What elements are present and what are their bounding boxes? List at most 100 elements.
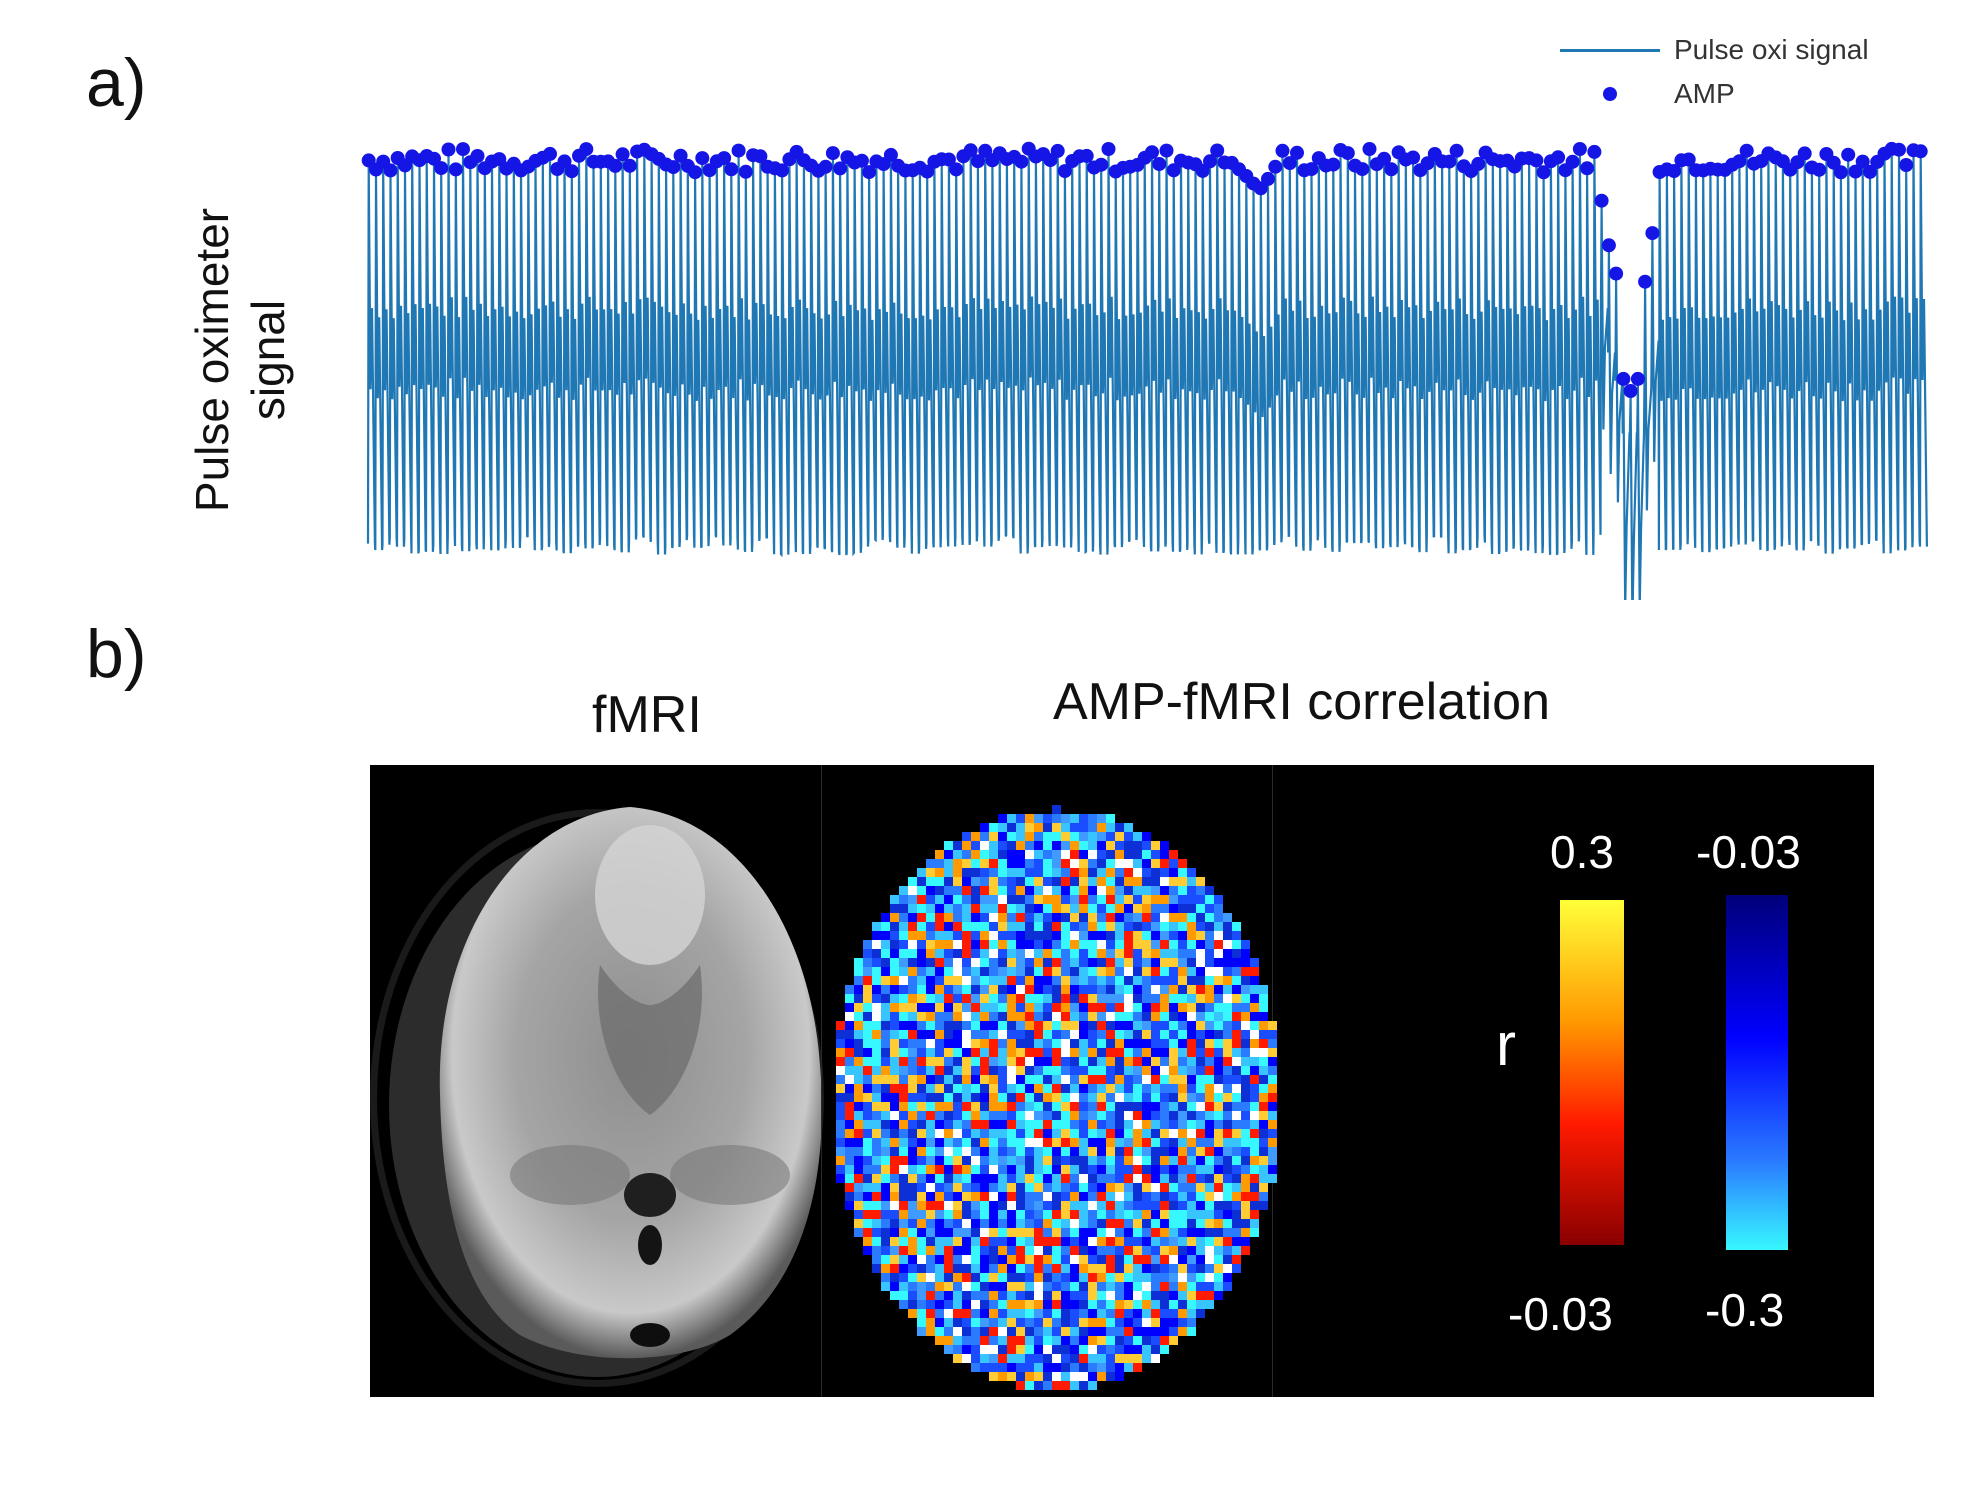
amp-point	[854, 153, 869, 168]
amp-point	[1797, 146, 1812, 161]
pos-colorbar-bottom-label: -0.03	[1508, 1288, 1613, 1340]
amp-point	[1195, 163, 1210, 178]
negative-colorbar	[1726, 895, 1788, 1250]
amp-point	[470, 149, 485, 163]
amp-point	[1587, 144, 1602, 159]
amp-point	[434, 161, 449, 176]
amp-point	[1094, 157, 1109, 172]
legend-label-amp: AMP	[1674, 78, 1735, 109]
amp-point	[1638, 274, 1653, 289]
amp-point	[666, 160, 681, 175]
amp-point	[1913, 144, 1928, 159]
amp-point	[1442, 154, 1457, 169]
amp-point	[753, 149, 768, 164]
amp-point	[1812, 162, 1827, 177]
amp-point	[1079, 148, 1094, 163]
amp-point	[383, 163, 398, 178]
amp-point	[1855, 154, 1870, 169]
amp-point	[731, 143, 746, 158]
amp-point	[456, 142, 470, 157]
amp-point	[1326, 157, 1341, 172]
amp-point	[1101, 142, 1116, 156]
amp-point	[1645, 226, 1660, 241]
amp-point	[883, 147, 898, 162]
positive-colorbar	[1560, 900, 1624, 1245]
amp-point	[1580, 161, 1595, 176]
amp-point	[492, 152, 507, 167]
amp-point	[825, 146, 840, 161]
amp-point	[963, 143, 978, 158]
amp-point	[1152, 157, 1167, 171]
legend-line-swatch	[1560, 48, 1660, 52]
pulse-oximeter-chart	[361, 141, 1928, 600]
legend-item-signal: Pulse oxi signal	[1560, 30, 1869, 70]
amp-point	[1623, 384, 1638, 398]
legend-item-amp: AMP	[1560, 74, 1735, 114]
amp-point	[1826, 155, 1841, 170]
amp-point	[970, 154, 985, 169]
amp-point	[1616, 371, 1631, 386]
amp-point	[1275, 143, 1290, 158]
amp-point	[978, 143, 993, 158]
colorbar-variable-label: r	[1496, 1011, 1516, 1078]
amp-point	[1841, 147, 1856, 162]
amp-point	[949, 162, 964, 177]
amp-point	[1210, 143, 1225, 158]
amp-point	[833, 161, 848, 176]
amp-point	[615, 147, 630, 162]
amp-point	[1601, 238, 1616, 253]
amp-point	[1630, 371, 1645, 386]
chart-legend: Pulse oxi signal AMP	[1560, 30, 1920, 120]
amp-point	[1282, 156, 1297, 171]
amp-point	[1362, 142, 1377, 156]
amp-point	[1572, 142, 1587, 156]
legend-label-signal: Pulse oxi signal	[1674, 34, 1869, 65]
amp-point	[818, 159, 833, 174]
amp-point	[1406, 150, 1421, 165]
fmri-brain-image	[370, 807, 824, 1387]
amp-point	[1384, 162, 1399, 177]
amp-point	[1159, 143, 1174, 158]
amp-point	[1340, 146, 1355, 161]
correlation-map-image	[836, 805, 1277, 1390]
amp-point	[1268, 159, 1283, 174]
amp-point	[1833, 165, 1848, 180]
amp-point	[1899, 158, 1914, 172]
amp-point	[1261, 171, 1275, 186]
amp-point	[543, 146, 557, 161]
amp-point	[1667, 164, 1682, 178]
brain-image-strip: 0.3 -0.03 -0.03 -0.3 r	[370, 765, 1874, 1397]
amp-point	[717, 151, 732, 166]
amp-point	[862, 165, 877, 180]
amp-point	[1681, 152, 1696, 167]
amp-point	[920, 164, 935, 179]
amp-series	[361, 141, 1928, 398]
amp-point	[724, 162, 739, 177]
amp-point	[1166, 163, 1181, 178]
amp-point	[775, 163, 790, 178]
amp-point	[1471, 156, 1486, 171]
amp-point	[622, 158, 637, 173]
neg-colorbar-top-label: -0.03	[1696, 826, 1801, 878]
amp-point	[1609, 266, 1624, 281]
amp-point	[564, 164, 579, 179]
amp-point	[1014, 154, 1029, 169]
amp-point	[1050, 143, 1065, 158]
amp-point	[1892, 142, 1906, 157]
amp-point	[673, 148, 688, 163]
amp-point	[1449, 143, 1464, 158]
pos-colorbar-top-label: 0.3	[1550, 826, 1614, 878]
panel-a-label: a)	[86, 45, 147, 121]
amp-point	[579, 142, 594, 157]
amp-point	[1145, 145, 1159, 160]
amp-point	[941, 152, 956, 167]
neg-colorbar-bottom-label: -0.3	[1705, 1284, 1785, 1336]
amp-point	[448, 162, 463, 177]
amp-point	[1304, 162, 1319, 177]
amp-point	[1863, 164, 1877, 179]
legend-dot-swatch	[1603, 87, 1617, 101]
amp-point	[1536, 165, 1551, 180]
amp-point	[1377, 151, 1392, 166]
pulse-signal-line	[366, 154, 1928, 600]
fmri-title: fMRI	[592, 686, 702, 744]
